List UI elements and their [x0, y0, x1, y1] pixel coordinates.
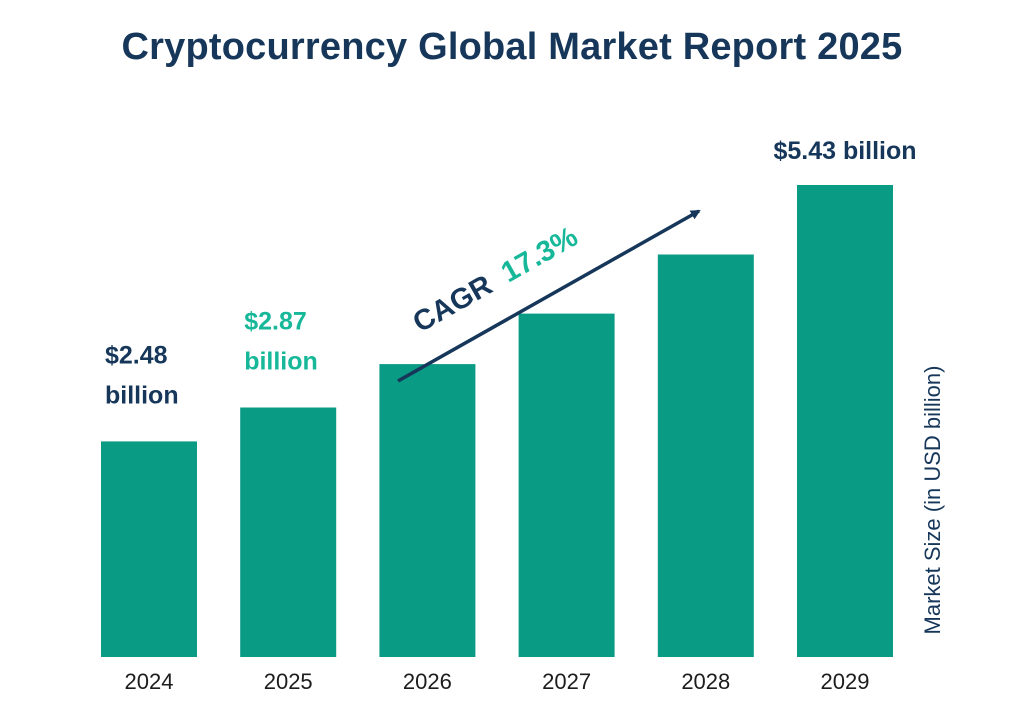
cagr-value: 17.3% [496, 221, 584, 289]
bar-2027 [518, 313, 615, 657]
bar-2025 [240, 407, 337, 657]
bar-2026 [379, 364, 476, 657]
x-axis-ticks: 2024 2025 2026 2027 2028 2029 [125, 669, 870, 694]
value-label-2025-line1: $2.87 [244, 308, 307, 336]
cagr-prefix: CAGR [408, 269, 498, 339]
x-tick-label-2024: 2024 [125, 669, 174, 694]
x-tick-label-2026: 2026 [403, 669, 452, 694]
value-label-2024-line2: billion [105, 381, 179, 409]
bar-2029 [797, 185, 893, 657]
bar-2024 [101, 441, 197, 657]
y-axis-label: Market Size (in USD billion) [920, 366, 945, 635]
value-label-2025-line2: billion [244, 348, 318, 376]
bar-2028 [657, 254, 754, 657]
x-tick-label-2025: 2025 [264, 669, 313, 694]
value-label-2029: $5.43 billion [773, 137, 916, 165]
value-label-2024-line1: $2.48 [105, 341, 168, 369]
x-tick-label-2028: 2028 [681, 669, 730, 694]
x-tick-label-2029: 2029 [821, 669, 870, 694]
chart-title: Cryptocurrency Global Market Report 2025 [121, 26, 903, 68]
x-tick-label-2027: 2027 [542, 669, 591, 694]
value-labels: $2.48 billion $2.87 billion $5.43 billion [105, 137, 917, 409]
cagr-arrow [397, 209, 701, 383]
bars-layer [101, 185, 893, 657]
